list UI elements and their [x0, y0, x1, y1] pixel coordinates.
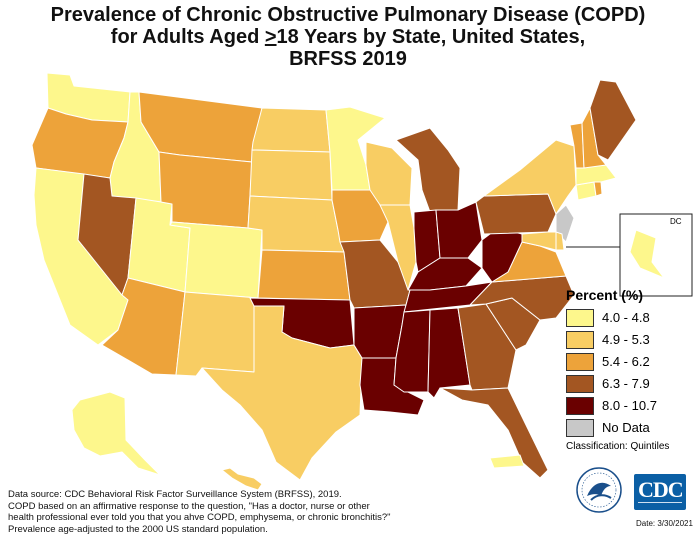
date-stamp: Date: 3/30/2021 — [636, 519, 693, 528]
legend-label-3: 6.3 - 7.9 — [602, 376, 650, 391]
legend-label-1: 4.9 - 5.3 — [602, 332, 650, 347]
legend-swatch-2 — [566, 353, 594, 371]
legend-swatch-4 — [566, 397, 594, 415]
legend-label-0: 4.0 - 4.8 — [602, 310, 650, 325]
legend-swatch-3 — [566, 375, 594, 393]
dc-inset-frame — [620, 214, 692, 296]
data-source-note: Data source: CDC Behavioral Risk Factor … — [8, 489, 448, 535]
legend-item-3: 6.3 - 7.9 — [566, 373, 691, 394]
dc-inset — [566, 214, 692, 296]
classification-note: Classification: Quintiles — [566, 441, 691, 452]
legend-item-0: 4.0 - 4.8 — [566, 307, 691, 328]
state-WY — [159, 152, 252, 228]
cdc-logo: CDC — [634, 474, 686, 510]
dc-inset-label: DC — [670, 217, 682, 226]
source-line-4: Prevalence age-adjusted to the 2000 US s… — [8, 524, 448, 535]
state-NE — [248, 196, 344, 252]
state-PA — [476, 194, 556, 234]
source-line-3: health professional ever told you that y… — [8, 512, 448, 524]
legend-title: Percent (%) — [566, 287, 691, 303]
state-OH — [436, 202, 482, 258]
state-NM — [176, 292, 258, 376]
legend-item-2: 5.4 - 6.2 — [566, 351, 691, 372]
legend-swatch-1 — [566, 331, 594, 349]
legend-item-5: No Data — [566, 417, 691, 438]
state-SD — [250, 150, 332, 200]
state-KS — [258, 250, 350, 300]
source-line-2: COPD based on an affirmative response to… — [8, 501, 448, 513]
legend-label-4: 8.0 - 10.7 — [602, 398, 657, 413]
cdc-logo-rule — [638, 502, 682, 507]
legend-swatch-5 — [566, 419, 594, 437]
state-PR — [490, 455, 524, 468]
legend-label-2: 5.4 - 6.2 — [602, 354, 650, 369]
state-ND — [252, 108, 330, 152]
legend-item-1: 4.9 - 5.3 — [566, 329, 691, 350]
state-RI — [594, 182, 602, 196]
legend-item-4: 8.0 - 10.7 — [566, 395, 691, 416]
hhs-eagle-icon — [573, 466, 625, 514]
state-ME — [590, 80, 636, 160]
cdc-logo-text: CDC — [638, 477, 683, 503]
state-AK — [72, 392, 160, 475]
legend-label-5: No Data — [602, 420, 650, 435]
legend-swatch-0 — [566, 309, 594, 327]
map-legend: Percent (%) 4.0 - 4.8 4.9 - 5.3 5.4 - 6.… — [566, 287, 691, 452]
state-HI — [222, 468, 262, 490]
source-line-1: Data source: CDC Behavioral Risk Factor … — [8, 489, 448, 501]
